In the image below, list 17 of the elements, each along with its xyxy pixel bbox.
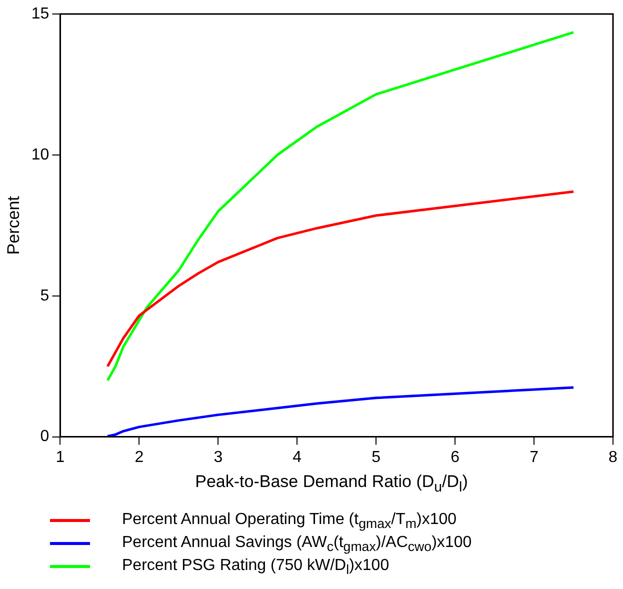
y-axis-title: Percent	[4, 196, 23, 255]
y-tick-label: 10	[31, 146, 50, 164]
legend-label: Percent Annual Operating Time (t$_{gmax}$/T$_{m}$)x100	[122, 510, 457, 531]
x-tick-label: 2	[134, 448, 144, 466]
legend-label: Percent PSG Rating (750 kW/D$_{l}$)x100	[122, 556, 390, 577]
y-tick-label: 0	[40, 428, 50, 446]
x-tick-label: 6	[450, 448, 460, 466]
x-tick-label: 1	[56, 448, 65, 466]
x-tick-label: 3	[214, 448, 223, 466]
x-tick-label: 8	[608, 448, 618, 466]
x-tick-label: 7	[530, 448, 539, 466]
legend-label: Percent Annual Savings (AW$_{c}$(t$_{gmax}$)/AC$_{cwo}$)x100	[122, 534, 472, 554]
x-tick-label: 4	[292, 448, 302, 466]
x-axis-title: Peak-to-Base Demand Ratio (D$_{u}$/D$_{l}$)	[194, 472, 469, 496]
y-tick-label: 15	[31, 5, 50, 22]
y-tick-label: 5	[40, 287, 50, 304]
x-tick-label: 5	[372, 448, 381, 466]
